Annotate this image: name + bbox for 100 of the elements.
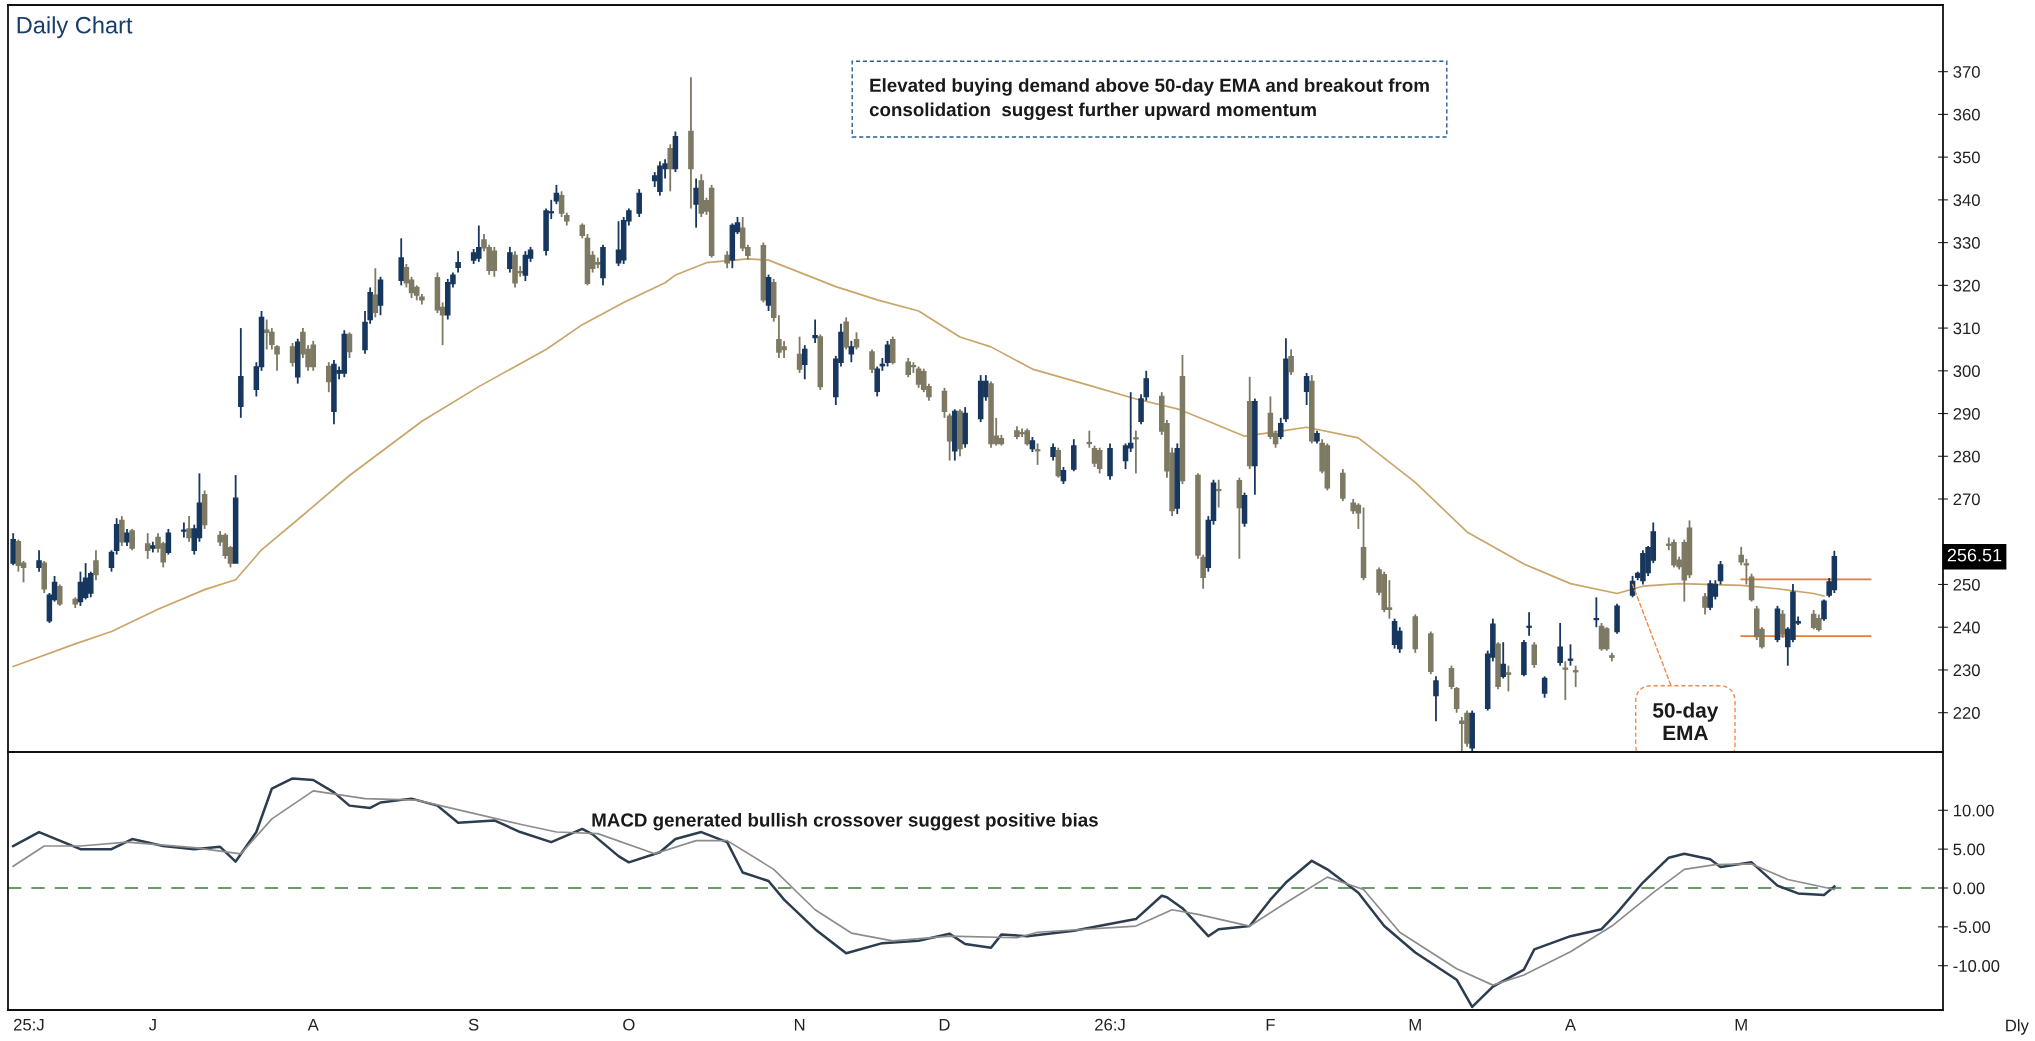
line-series (11, 777, 1836, 1009)
x-tick-label: M (1735, 1018, 1747, 1031)
candlestick (636, 188, 642, 218)
candlestick (1500, 641, 1506, 680)
x-tick-label: 26:J (1095, 1018, 1125, 1031)
x-tick-label: J (148, 1018, 156, 1031)
candlestick (812, 318, 818, 344)
candlestick (1526, 611, 1532, 637)
x-tick-label: F (1266, 1018, 1275, 1031)
candlestick (1267, 395, 1274, 441)
candlestick (693, 177, 699, 229)
x-tick-label: A (307, 1018, 319, 1031)
candlestick (1071, 438, 1077, 473)
y-tick-label: 280 (1953, 450, 1980, 463)
candlestick (1541, 675, 1548, 699)
candlestick (93, 549, 99, 582)
candlestick (1303, 372, 1310, 406)
x-tick-label: 25:J (14, 1018, 44, 1031)
candlestick (455, 250, 461, 274)
candlestick (802, 344, 808, 381)
candlestick (1086, 429, 1093, 449)
candlestick (1603, 626, 1610, 652)
candlestick (119, 515, 125, 547)
candlestick (1091, 444, 1098, 468)
candlestick (848, 339, 855, 364)
y-tick-label: 220 (1953, 707, 1980, 719)
y-tick-label: 340 (1953, 194, 1980, 207)
candlestick (1034, 442, 1041, 466)
candlestick (507, 245, 513, 274)
x-tick-label: A (1564, 1018, 1577, 1031)
candlestick (1567, 643, 1574, 667)
candlestick (1448, 664, 1455, 691)
y-tick-label: 5.00 (1953, 843, 1985, 856)
y-tick-label: 360 (1953, 108, 1980, 121)
candlestick (372, 267, 379, 319)
y-tick-label: 350 (1953, 151, 1980, 164)
candlestick (186, 515, 192, 543)
candlestick (15, 538, 22, 573)
annotation: 50-day EMA (1652, 702, 1719, 740)
y-tick-label: 290 (1953, 407, 1980, 420)
candlestick (905, 357, 912, 379)
candlestick (1593, 596, 1600, 629)
y-tick-label: 320 (1953, 279, 1980, 292)
x-tick-label: O (623, 1018, 635, 1031)
candlestick (869, 348, 875, 374)
candlestick (10, 532, 16, 567)
y-tick-label: 10.00 (1953, 804, 1994, 817)
candlestick (1096, 446, 1103, 475)
candlestick (56, 583, 63, 607)
candlestick (1433, 675, 1439, 723)
y-tick-label: -5.00 (1953, 921, 1991, 934)
candlestick (403, 263, 410, 289)
candlestick (1133, 429, 1139, 475)
candlestick (1572, 664, 1579, 688)
y-tick-label: 370 (1953, 66, 1980, 78)
x-tick-label: D (939, 1018, 950, 1031)
candlestick (522, 250, 529, 282)
candlestick (108, 549, 115, 573)
candlestick (1821, 598, 1827, 622)
candlestick (558, 190, 565, 218)
chart-title: Daily Chart (17, 16, 133, 39)
x-tick-label: M (1409, 1018, 1421, 1031)
candlestick (1779, 609, 1786, 639)
annotation: Elevated buying demand above 50-day EMA and breakout from consolidation suggest further upward momentum (869, 78, 1429, 121)
y-tick-label: 300 (1953, 365, 1980, 378)
candlestick (289, 342, 296, 368)
candlestick (1531, 641, 1538, 669)
x-tick-label: S (468, 1018, 479, 1031)
candlestick (129, 528, 135, 552)
y-tick-label: 0.00 (1953, 882, 1985, 895)
candlestick (884, 339, 891, 368)
candlestick (1453, 686, 1460, 714)
candlestick (1557, 622, 1563, 667)
y-tick-label: 250 (1953, 578, 1980, 591)
candlestick (796, 335, 803, 374)
candlestick (36, 549, 42, 573)
candlestick (346, 331, 353, 359)
line-series (12, 790, 1836, 986)
text: Dly (2006, 1019, 2029, 1035)
candlestick (1288, 348, 1294, 376)
x-tick-label: N (794, 1018, 805, 1031)
candlestick (1505, 664, 1512, 693)
candlestick (1215, 478, 1222, 509)
candlestick (1717, 560, 1724, 586)
candlestick (144, 532, 151, 560)
candlestick (941, 386, 948, 419)
annotation: MACD generated bullish crossover suggest positive bias (592, 812, 1098, 831)
candlestick (889, 335, 896, 366)
y-tick-label: -10.00 (1953, 960, 2000, 972)
candlestick (1122, 442, 1129, 471)
y-tick-label: 330 (1953, 237, 1980, 249)
candlestick (398, 237, 404, 287)
candlestick (326, 361, 332, 394)
candlestick (667, 143, 674, 193)
text: 256.51 (1947, 548, 2002, 562)
y-tick-label: 270 (1953, 493, 1980, 506)
candlestick (1562, 660, 1569, 701)
candlestick (1702, 592, 1708, 616)
y-tick-label: 310 (1953, 322, 1980, 335)
y-tick-label: 240 (1953, 621, 1980, 634)
